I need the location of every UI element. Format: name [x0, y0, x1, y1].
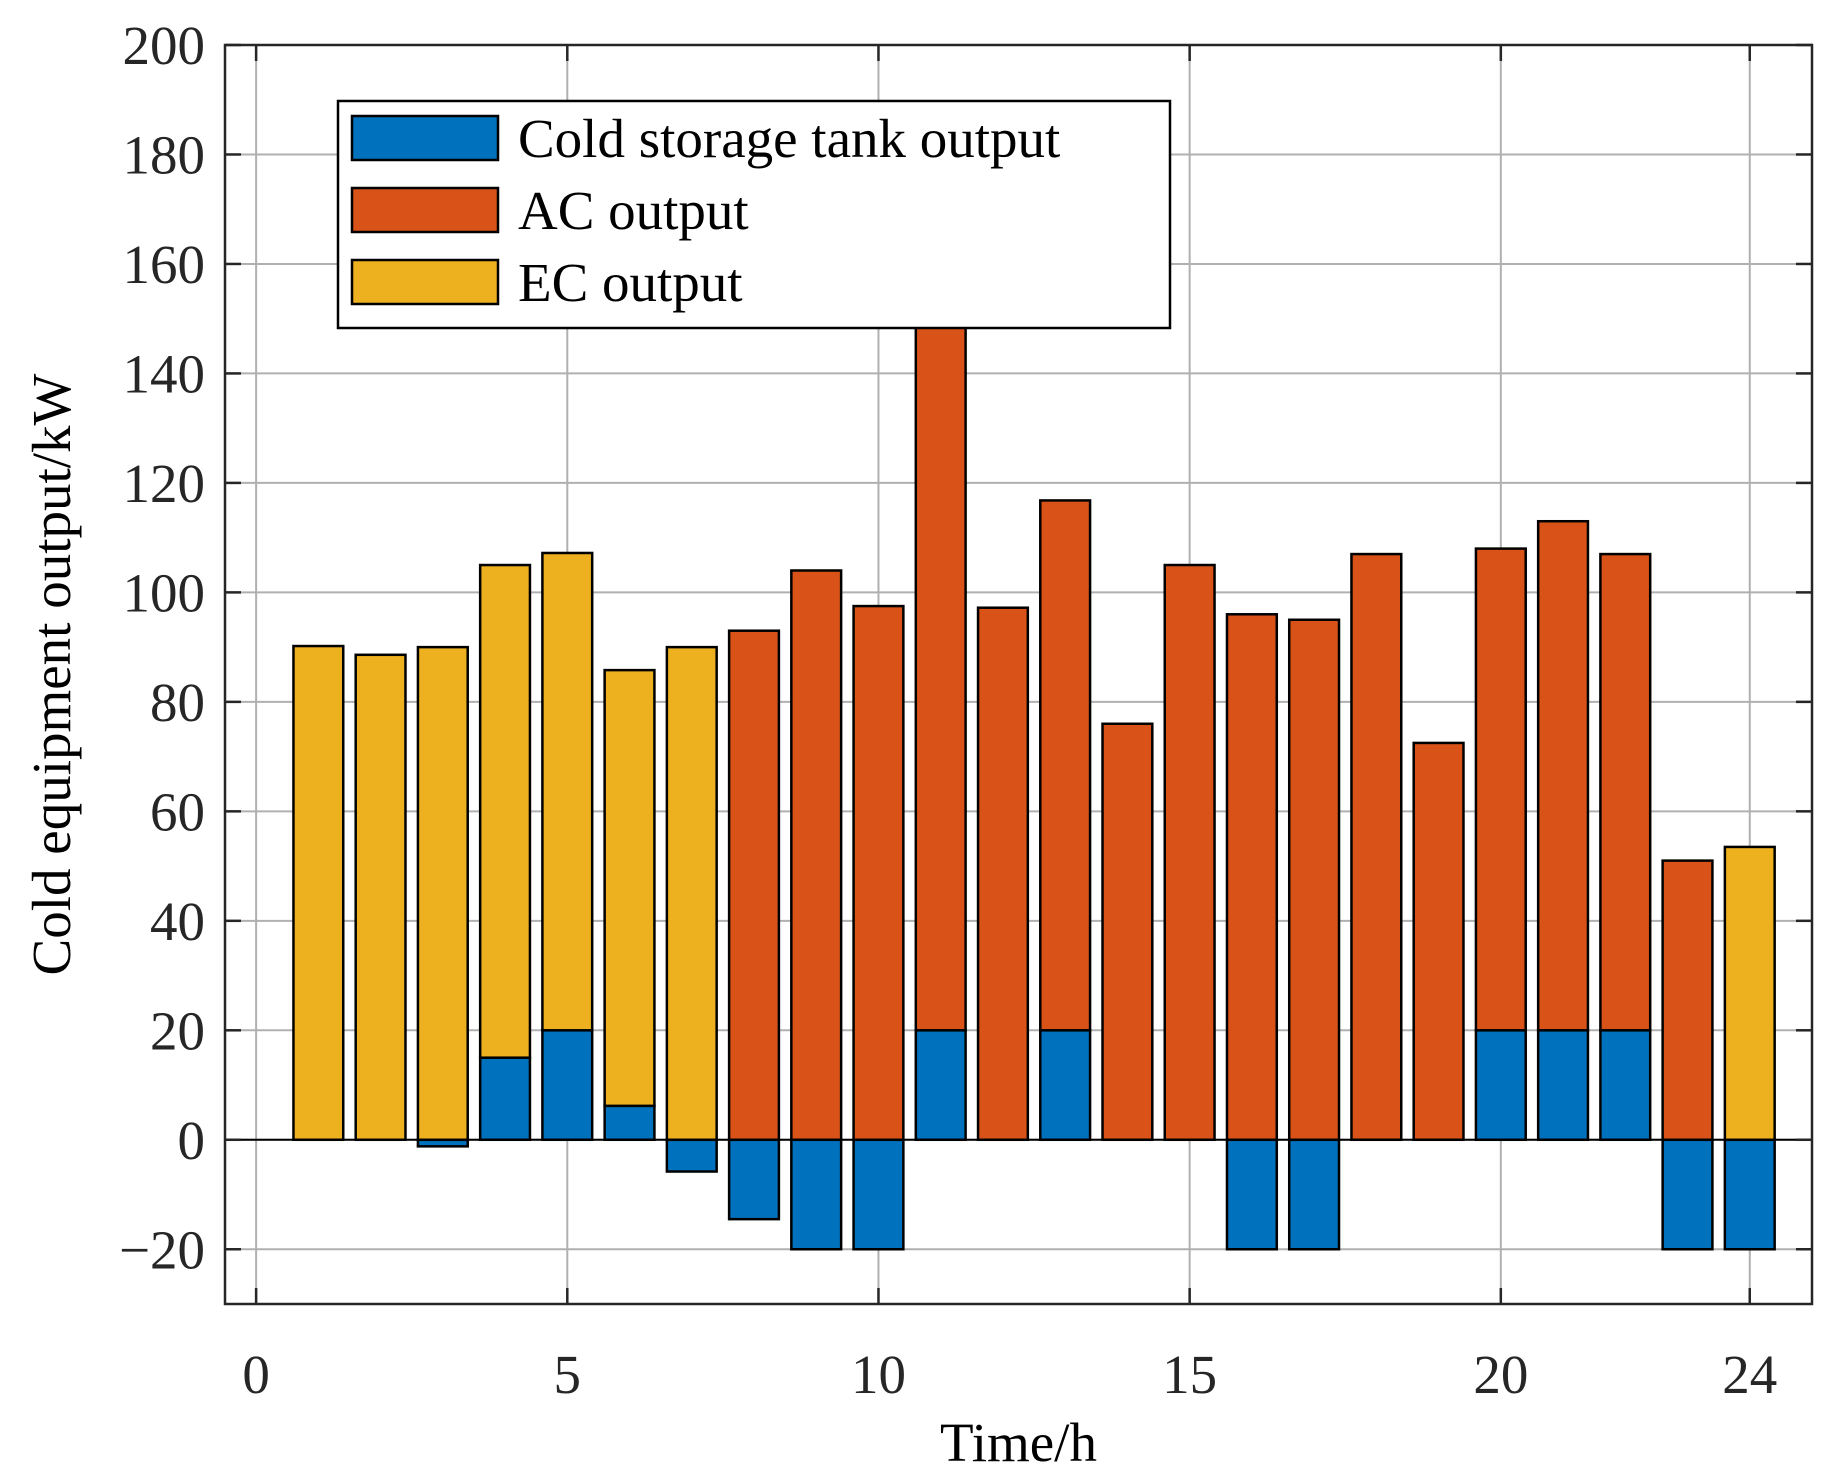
bar-ac-output-h18 — [1350, 552, 1403, 1142]
bars — [292, 317, 1776, 1251]
bar-ac-output-h11 — [914, 317, 967, 1032]
bar-ec-output-h3 — [416, 645, 469, 1142]
bar-cold-storage-tank-output-h21 — [1536, 1029, 1590, 1142]
y-tick-label: 180 — [123, 124, 206, 185]
y-tick-label: 20 — [150, 1000, 205, 1061]
bar-ac-output-h10 — [852, 604, 905, 1142]
y-tick-label: 200 — [123, 15, 206, 76]
bar-cold-storage-tank-output-h24 — [1723, 1138, 1776, 1251]
x-tick-label: 20 — [1473, 1344, 1528, 1405]
legend-swatch-ec — [350, 258, 500, 306]
bar-ac-output-h19 — [1412, 741, 1465, 1142]
bar-cold-storage-tank-output-h20 — [1474, 1029, 1527, 1142]
bar-ac-output-h15 — [1163, 563, 1216, 1142]
bar-cold-storage-tank-output-h16 — [1225, 1138, 1279, 1251]
plot-frame — [223, 43, 1814, 1306]
bar-cold-storage-tank-output-h13 — [1039, 1029, 1092, 1142]
y-tick-labels: −20 0 20 40 60 80 100 120 140 160 180 200 — [119, 15, 205, 1280]
bar-cold-storage-tank-output-h6 — [603, 1104, 656, 1142]
bar-cold-storage-tank-output-h11 — [914, 1029, 967, 1142]
x-tick-labels: 0 5 10 15 20 24 — [242, 1344, 1777, 1405]
bar-cold-storage-tank-output-h4 — [478, 1056, 532, 1142]
y-axis-title: Cold equipment output/kW — [21, 373, 82, 975]
x-tick-label: 24 — [1722, 1344, 1777, 1405]
y-tick-label: 160 — [123, 234, 206, 295]
x-axis-title: Time/h — [940, 1412, 1097, 1473]
bar-ac-output-h17 — [1287, 618, 1341, 1142]
bar-ec-output-h1 — [292, 644, 345, 1142]
y-tick-label: 120 — [123, 453, 206, 514]
y-tick-label: 0 — [178, 1110, 206, 1171]
y-tick-label: 60 — [150, 781, 205, 842]
bar-ec-output-h24 — [1723, 845, 1776, 1142]
bar-ac-output-h21 — [1536, 519, 1590, 1032]
axis-ticks — [225, 43, 1812, 1304]
y-tick-label: 80 — [150, 672, 205, 733]
y-tick-label: 40 — [150, 891, 205, 952]
y-tick-label: 140 — [123, 343, 206, 404]
bar-ec-output-h4 — [478, 563, 532, 1059]
bar-ac-output-h14 — [1101, 722, 1154, 1142]
legend-label-ac: AC output — [518, 180, 749, 241]
bar-cold-storage-tank-output-h7 — [665, 1138, 718, 1173]
bar-ac-output-h13 — [1039, 499, 1092, 1032]
y-tick-label: −20 — [119, 1219, 205, 1280]
bar-ac-output-h20 — [1474, 547, 1527, 1032]
x-tick-label: 5 — [554, 1344, 582, 1405]
y-tick-label: 100 — [123, 562, 206, 623]
x-tick-label: 10 — [851, 1344, 906, 1405]
bar-cold-storage-tank-output-h17 — [1287, 1138, 1341, 1251]
legend-swatch-cold-storage — [350, 114, 500, 162]
bar-ec-output-h2 — [354, 653, 407, 1142]
x-tick-label: 15 — [1162, 1344, 1217, 1405]
bar-ac-output-h9 — [790, 569, 843, 1142]
bar-ec-output-h7 — [665, 645, 718, 1142]
bar-ac-output-h22 — [1599, 552, 1652, 1032]
bar-ac-output-h16 — [1225, 613, 1279, 1142]
bar-ac-output-h8 — [727, 629, 781, 1142]
bar-cold-storage-tank-output-h9 — [790, 1138, 843, 1251]
bar-cold-storage-tank-output-h22 — [1599, 1029, 1652, 1142]
bar-ac-output-h23 — [1661, 859, 1714, 1142]
bar-cold-storage-tank-output-h8 — [727, 1138, 781, 1221]
x-tick-label: 0 — [242, 1344, 270, 1405]
legend: Cold storage tank output AC output EC ou… — [336, 99, 1172, 330]
legend-label-ec: EC output — [518, 252, 743, 313]
legend-label-cold-storage: Cold storage tank output — [518, 108, 1060, 169]
bar-cold-storage-tank-output-h23 — [1661, 1138, 1714, 1251]
bar-ec-output-h6 — [603, 668, 656, 1108]
bar-cold-storage-tank-output-h10 — [852, 1138, 905, 1251]
bar-ec-output-h5 — [541, 551, 594, 1032]
bar-cold-storage-tank-output-h5 — [541, 1029, 594, 1142]
bar-ac-output-h12 — [976, 606, 1030, 1142]
legend-swatch-ac — [350, 186, 500, 234]
